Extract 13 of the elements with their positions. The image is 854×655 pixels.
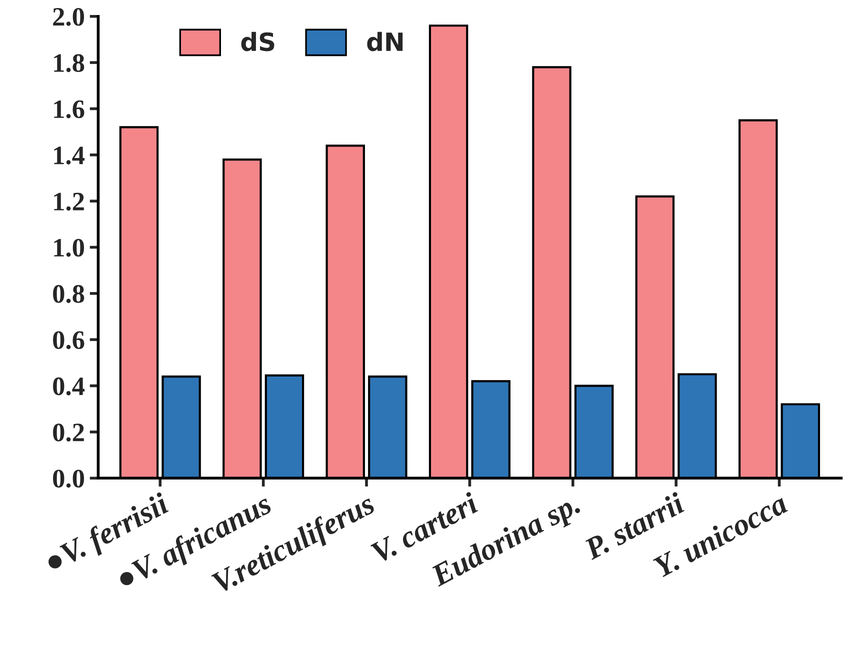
y-tick-label: 0.4	[53, 377, 85, 396]
y-tick-label: 0.0	[53, 470, 84, 488]
y-tick-label: 0.6	[53, 331, 84, 350]
y-tick-label: 1.2	[54, 192, 84, 211]
y-tick-label: 0.8	[53, 285, 84, 303]
y-tick-label: 0.2	[53, 424, 84, 442]
legend-label: dN	[367, 32, 403, 52]
y-tick-label: 1.4	[54, 146, 85, 164]
legend-label: dS	[241, 32, 274, 52]
y-tick-label: 1.8	[54, 54, 84, 72]
y-tick-label: 1.0	[54, 238, 84, 257]
y-tick-label: 2.0	[53, 8, 84, 26]
y-tick-label: 1.6	[54, 100, 84, 118]
